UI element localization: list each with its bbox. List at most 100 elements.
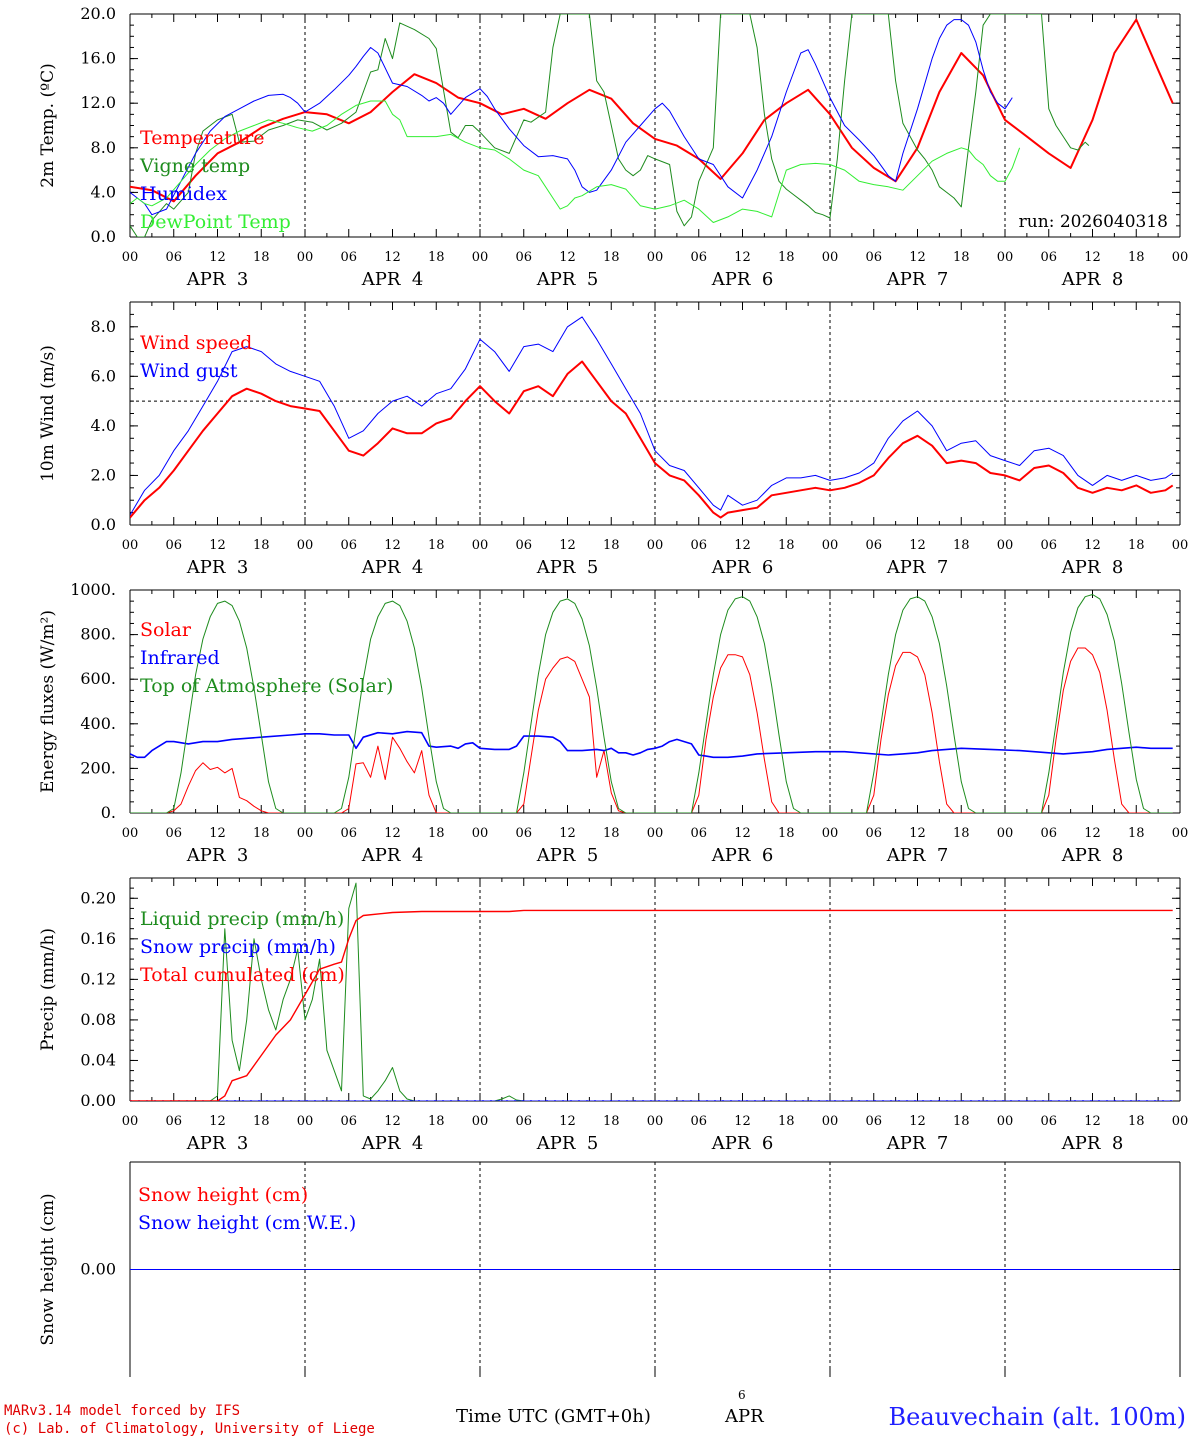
x-tick-label: 00 <box>297 1114 314 1129</box>
x-tick-label: 12 <box>734 538 751 553</box>
x-tick-label: 00 <box>822 1114 839 1129</box>
x-tick-label: 06 <box>165 1114 182 1129</box>
x-tick-label: 00 <box>297 538 314 553</box>
x-tick-label: 06 <box>690 538 707 553</box>
x-tick-label: 12 <box>909 538 926 553</box>
x-tick-label: 18 <box>428 1114 445 1129</box>
x-tick-label: 06 <box>1040 538 1057 553</box>
x-tick-label: 00 <box>822 826 839 841</box>
x-tick-label: 06 <box>690 250 707 265</box>
center-month-label: APR <box>725 1406 764 1427</box>
run-annotation: run: 2026040318 <box>1019 212 1168 232</box>
day-label: APR 8 <box>1061 1133 1124 1154</box>
series-line-dewpoint-temp <box>130 100 1021 223</box>
x-tick-label: 00 <box>1172 1114 1189 1129</box>
x-tick-label: 00 <box>647 538 664 553</box>
x-tick-label: 00 <box>122 826 139 841</box>
x-tick-label: 06 <box>865 250 882 265</box>
series-line-humidex <box>130 19 1013 216</box>
panel-precip: 00 06 12 18 00 06 12 18 00 06 12 18 00 06 12 18 00 06 12 18… <box>38 877 1189 1154</box>
x-tick-label: 12 <box>559 1114 576 1129</box>
day-label: APR 7 <box>886 269 949 290</box>
day-label: APR 4 <box>361 557 424 578</box>
day-label: APR 7 <box>886 557 949 578</box>
y-tick-label: 8.0 <box>91 138 116 157</box>
panel-temperature: 00 06 12 18 00 06 12 18 00 06 12 18 00 06 12 18 00 06 12 18… <box>38 4 1188 290</box>
legend-entry-vigne-temp: Vigne temp <box>139 155 250 177</box>
y-tick-label: 0.16 <box>80 929 116 948</box>
x-tick-label: 00 <box>997 1114 1014 1129</box>
x-tick-label: 06 <box>340 1114 357 1129</box>
legend-entry-top-of-atmosphere-solar: Top of Atmosphere (Solar) <box>140 675 393 697</box>
y-tick-label: 600. <box>80 669 116 688</box>
series-line-temperature <box>130 18 1174 203</box>
x-tick-label: 00 <box>822 250 839 265</box>
x-tick-label: 12 <box>559 538 576 553</box>
y-tick-label: 0.08 <box>80 1010 116 1029</box>
x-tick-label: 18 <box>778 826 795 841</box>
x-tick-label: 00 <box>647 1114 664 1129</box>
x-tick-label: 18 <box>253 250 270 265</box>
series-line-infrared <box>130 730 1173 759</box>
x-tick-label: 18 <box>253 826 270 841</box>
x-tick-label: 18 <box>953 826 970 841</box>
y-tick-label: 1000. <box>70 580 116 599</box>
x-tick-label: 00 <box>1172 826 1189 841</box>
legend-entry-solar: Solar <box>140 619 192 641</box>
day-label: APR 3 <box>186 557 249 578</box>
x-tick-label: 00 <box>472 826 489 841</box>
day-label: APR 5 <box>536 1133 599 1154</box>
legend-entry-dewpoint-temp: DewPoint Temp <box>140 211 291 233</box>
x-tick-label: 18 <box>953 1114 970 1129</box>
x-tick-label: 12 <box>209 538 226 553</box>
y-axis-label: Precip (mm/h) <box>38 928 58 1051</box>
x-tick-label: 06 <box>690 826 707 841</box>
x-tick-label: 12 <box>909 1114 926 1129</box>
x-tick-label: 00 <box>122 1114 139 1129</box>
y-tick-label: 400. <box>80 714 116 733</box>
y-tick-label: 0.00 <box>80 1091 116 1110</box>
x-tick-label: 00 <box>122 250 139 265</box>
x-tick-label: 12 <box>559 250 576 265</box>
x-tick-label: 12 <box>384 826 401 841</box>
y-tick-label: 800. <box>80 625 116 644</box>
y-tick-label: 4.0 <box>91 182 116 201</box>
x-tick-label: 12 <box>209 1114 226 1129</box>
day-label: APR 6 <box>711 557 774 578</box>
panel-wind: 00 06 12 18 00 06 12 18 00 06 12 18 00 06 12 18 00 06 12 18… <box>38 301 1188 578</box>
y-tick-label: 200. <box>80 758 116 777</box>
x-tick-label: 18 <box>778 1114 795 1129</box>
y-tick-label: 8.0 <box>91 317 116 336</box>
x-tick-label: 06 <box>865 826 882 841</box>
x-tick-label: 12 <box>909 826 926 841</box>
x-tick-label: 06 <box>340 538 357 553</box>
x-tick-label: 18 <box>603 826 620 841</box>
x-tick-label: 12 <box>1084 826 1101 841</box>
series-line-top-of-atmosphere-solar <box>130 594 1173 813</box>
series-group <box>130 14 1174 237</box>
y-tick-label: 0.00 <box>80 1260 116 1279</box>
x-tick-label: 00 <box>122 538 139 553</box>
x-tick-label: 12 <box>209 826 226 841</box>
x-tick-label: 00 <box>997 250 1014 265</box>
x-tick-label: 18 <box>778 538 795 553</box>
x-tick-label: 18 <box>778 250 795 265</box>
x-tick-label: 00 <box>297 250 314 265</box>
day-label: APR 7 <box>886 845 949 866</box>
y-axis-label: Snow height (cm) <box>38 1193 58 1345</box>
model-credit-line1: MARv3.14 model forced by IFS <box>4 1403 241 1419</box>
x-tick-label: 06 <box>515 1114 532 1129</box>
x-tick-label: 18 <box>428 538 445 553</box>
y-tick-label: 2.0 <box>91 465 116 484</box>
y-tick-label: 0.0 <box>91 515 116 534</box>
x-tick-label: 12 <box>1084 250 1101 265</box>
legend-entry-wind-gust: Wind gust <box>140 360 238 382</box>
x-tick-label: 00 <box>822 538 839 553</box>
x-tick-label: 12 <box>1084 538 1101 553</box>
y-tick-label: 0. <box>101 803 116 822</box>
x-tick-label: 00 <box>297 826 314 841</box>
x-tick-label: 06 <box>165 250 182 265</box>
x-tick-label: 06 <box>165 538 182 553</box>
y-tick-label: 4.0 <box>91 416 116 435</box>
